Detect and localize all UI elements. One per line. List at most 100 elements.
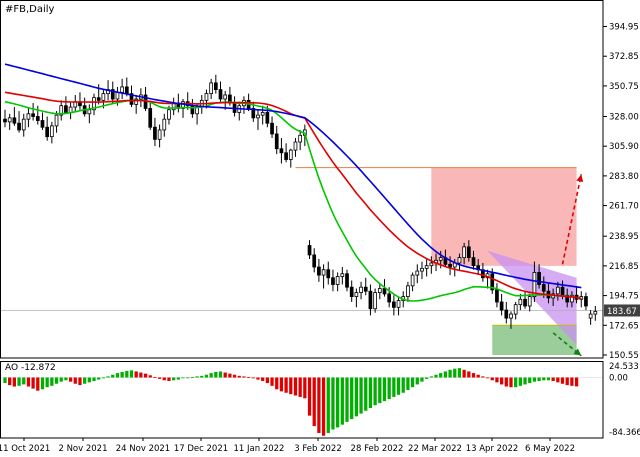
candle-body [541,284,546,292]
candle-body [373,292,377,310]
arrow-up-head [576,174,584,183]
candle-body [532,272,537,297]
ao-bar [570,377,574,386]
candle-body [7,117,12,123]
candle-body [293,141,298,151]
candle-body [490,273,495,291]
ao-bar [270,377,274,386]
ao-bar [354,377,359,417]
ao-bar [143,373,148,378]
ao-bar [439,373,443,378]
moving-averages-layer [4,63,582,302]
ao-bar [481,376,485,378]
ao-bar [31,377,35,389]
ao-bar [317,377,321,433]
candle-body [466,246,471,259]
ao-bar [190,376,195,378]
ao-bar [92,377,96,381]
ao-bar [368,377,373,409]
candle-body [363,286,368,292]
ao-bar [434,374,438,378]
x-tick-label: 3 Feb 2022 [294,444,342,454]
triangle-pattern [487,250,577,345]
ao-bar [425,377,429,379]
ao-bar [523,377,527,385]
candle-body [420,267,424,272]
ao-bar [532,377,537,382]
candle-body [326,269,331,279]
ao-y-tick-label: 24.533 [609,362,639,372]
annotation-layer [0,167,603,357]
candle-body [335,276,340,285]
ao-bar [22,377,26,385]
candle-body [218,89,223,100]
x-tick-label: 11 Jan 2022 [234,444,285,454]
ao-bar [115,373,120,378]
ao-bar [139,372,143,378]
x-tick-label: 22 Mar 2022 [408,444,462,454]
candle-body [415,270,420,276]
ao-bar [246,376,251,378]
candle-body [59,105,64,116]
candle-body [513,304,518,315]
candle-body [509,313,513,319]
ao-bar [232,374,237,378]
ao-bar [471,373,476,378]
candle-body [21,118,26,131]
candle-body [35,116,40,121]
candle-body [349,286,354,297]
ao-bar [59,377,63,382]
ao-bar [499,377,504,385]
ao-bar [415,377,419,385]
ao-bar [209,373,213,378]
ao-bar [125,370,129,378]
ao-bar [490,377,494,381]
candle-body [462,246,466,259]
candle-body [593,310,598,315]
arrow-down-head [573,348,582,356]
ao-bar [462,369,466,378]
x-tick-label: 11 Oct 2021 [0,444,50,454]
candle-body [270,122,274,135]
y-tick-label: 305.90 [609,142,639,152]
ao-bar [36,377,40,391]
y-tick-label: 328.00 [609,112,639,122]
ao-bar [172,377,176,381]
candle-body [495,289,499,303]
ao-bar [265,377,270,384]
ao-bar [504,377,508,387]
ao-bar [83,377,87,384]
candle-body [382,288,387,295]
candle-body [298,134,303,143]
candle-body [54,114,59,127]
ao-bar [410,377,415,388]
y-tick-label: 261.70 [609,202,639,212]
ao-bar [514,377,518,388]
ao-bar [64,377,68,381]
ao-bar [106,376,110,378]
ao-bar [565,377,569,386]
ao-bar [387,377,391,399]
ao-name: AO [5,363,19,373]
ao-indicator-label: AO -12.872 [5,363,56,373]
candle-body [523,298,527,307]
ao-bar [298,377,302,397]
ao-bar [560,377,565,384]
candle-body [471,257,476,267]
candle-body [40,120,45,128]
candle-body [345,273,349,288]
ao-bar [528,377,532,384]
ao-bar [162,377,166,381]
ao-bar [134,371,138,378]
ao-bar [396,377,401,395]
candle-body [354,292,359,297]
y-tick-label: 172.65 [609,321,639,331]
candle-body [377,288,382,293]
ao-bar [331,377,335,430]
ao-bar [406,377,410,390]
y-tick-label: 238.95 [609,232,639,242]
candle-body [527,296,532,307]
candle-body [321,269,326,276]
candle-body [537,272,541,285]
